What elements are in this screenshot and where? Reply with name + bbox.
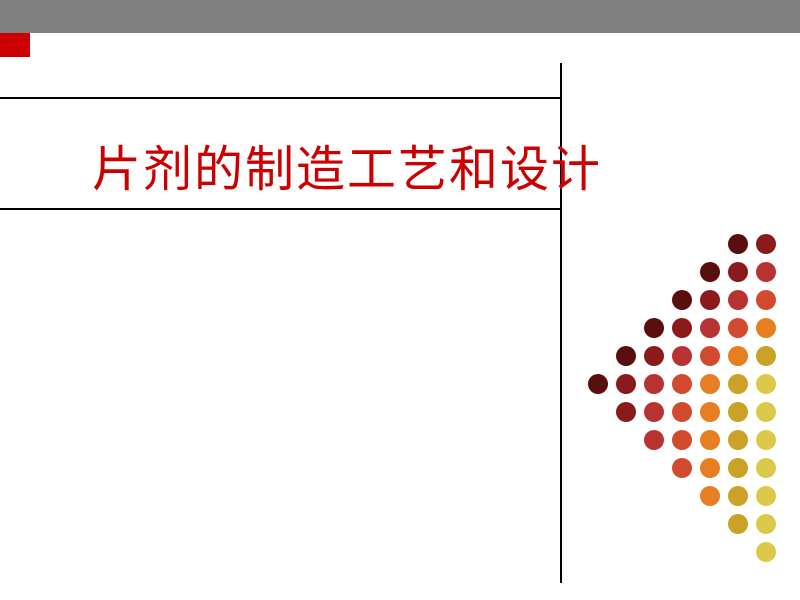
dot <box>644 430 664 450</box>
dot <box>756 262 776 282</box>
dot <box>700 346 720 366</box>
dot <box>756 430 776 450</box>
dot <box>756 374 776 394</box>
dot <box>756 234 776 254</box>
dot <box>728 346 748 366</box>
dot <box>728 290 748 310</box>
dot <box>700 486 720 506</box>
dot <box>756 318 776 338</box>
top-bar <box>0 0 800 33</box>
dot <box>756 402 776 422</box>
dot <box>728 402 748 422</box>
dot <box>672 318 692 338</box>
dot <box>728 430 748 450</box>
dot <box>700 318 720 338</box>
dot <box>700 290 720 310</box>
dot <box>644 374 664 394</box>
dot <box>756 346 776 366</box>
dot <box>728 318 748 338</box>
dot <box>756 514 776 534</box>
horizontal-line-top <box>0 97 560 99</box>
dot <box>672 402 692 422</box>
dot <box>644 346 664 366</box>
dot <box>756 458 776 478</box>
dot <box>728 458 748 478</box>
dot <box>672 458 692 478</box>
dot <box>616 402 636 422</box>
accent-square <box>0 33 30 57</box>
dot <box>756 486 776 506</box>
dot <box>728 374 748 394</box>
dot <box>700 430 720 450</box>
dot <box>672 374 692 394</box>
dot <box>756 290 776 310</box>
dot <box>616 374 636 394</box>
slide-title: 片剂的制造工艺和设计 <box>92 130 602 201</box>
dot <box>728 514 748 534</box>
dot <box>616 346 636 366</box>
dot <box>700 458 720 478</box>
dot <box>644 402 664 422</box>
dot <box>700 402 720 422</box>
dot <box>672 346 692 366</box>
dot <box>644 318 664 338</box>
dot <box>588 374 608 394</box>
dot <box>756 542 776 562</box>
dot <box>672 430 692 450</box>
dot <box>700 374 720 394</box>
dot <box>728 486 748 506</box>
dot <box>672 290 692 310</box>
dot <box>700 262 720 282</box>
dot <box>728 262 748 282</box>
dot <box>728 234 748 254</box>
horizontal-line-bottom <box>0 208 560 210</box>
